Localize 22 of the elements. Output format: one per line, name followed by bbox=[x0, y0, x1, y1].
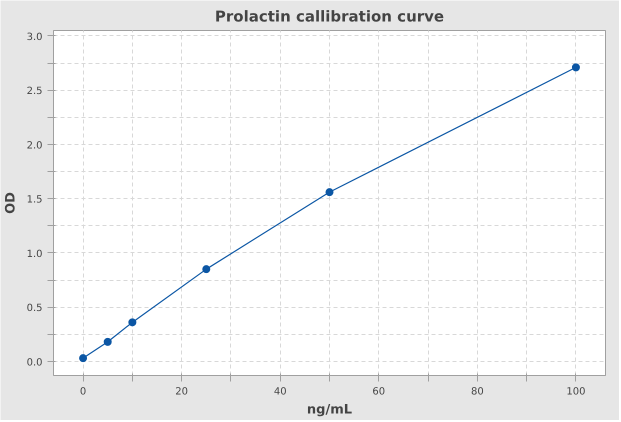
point bbox=[202, 265, 210, 274]
point bbox=[572, 63, 580, 72]
y-axis-title: OD bbox=[4, 192, 19, 214]
point bbox=[104, 338, 112, 346]
y-tick-label: 3.0 bbox=[26, 32, 43, 43]
x-tick-label: 20 bbox=[175, 386, 188, 398]
y-tick-label: 0.0 bbox=[26, 357, 43, 368]
y-tick-label: 1.0 bbox=[26, 248, 43, 260]
x-tick-label: 40 bbox=[274, 386, 287, 398]
y-tick-label: 2.5 bbox=[26, 86, 43, 98]
x-tick-label: 80 bbox=[470, 386, 484, 398]
x-tick-label: 100 bbox=[566, 386, 586, 398]
y-tick-label: 2.0 bbox=[26, 140, 43, 152]
x-tick-label: 60 bbox=[372, 386, 386, 398]
chart-title: Prolactin callibration curve bbox=[214, 8, 444, 26]
x-axis-title: ng/mL bbox=[306, 402, 352, 418]
x-tick-label: 0 bbox=[80, 386, 86, 398]
point bbox=[128, 318, 136, 326]
point bbox=[326, 188, 334, 196]
y-tick-label: 1.5 bbox=[26, 194, 43, 206]
point bbox=[79, 354, 88, 362]
y-tick-label: 0.5 bbox=[26, 303, 43, 314]
